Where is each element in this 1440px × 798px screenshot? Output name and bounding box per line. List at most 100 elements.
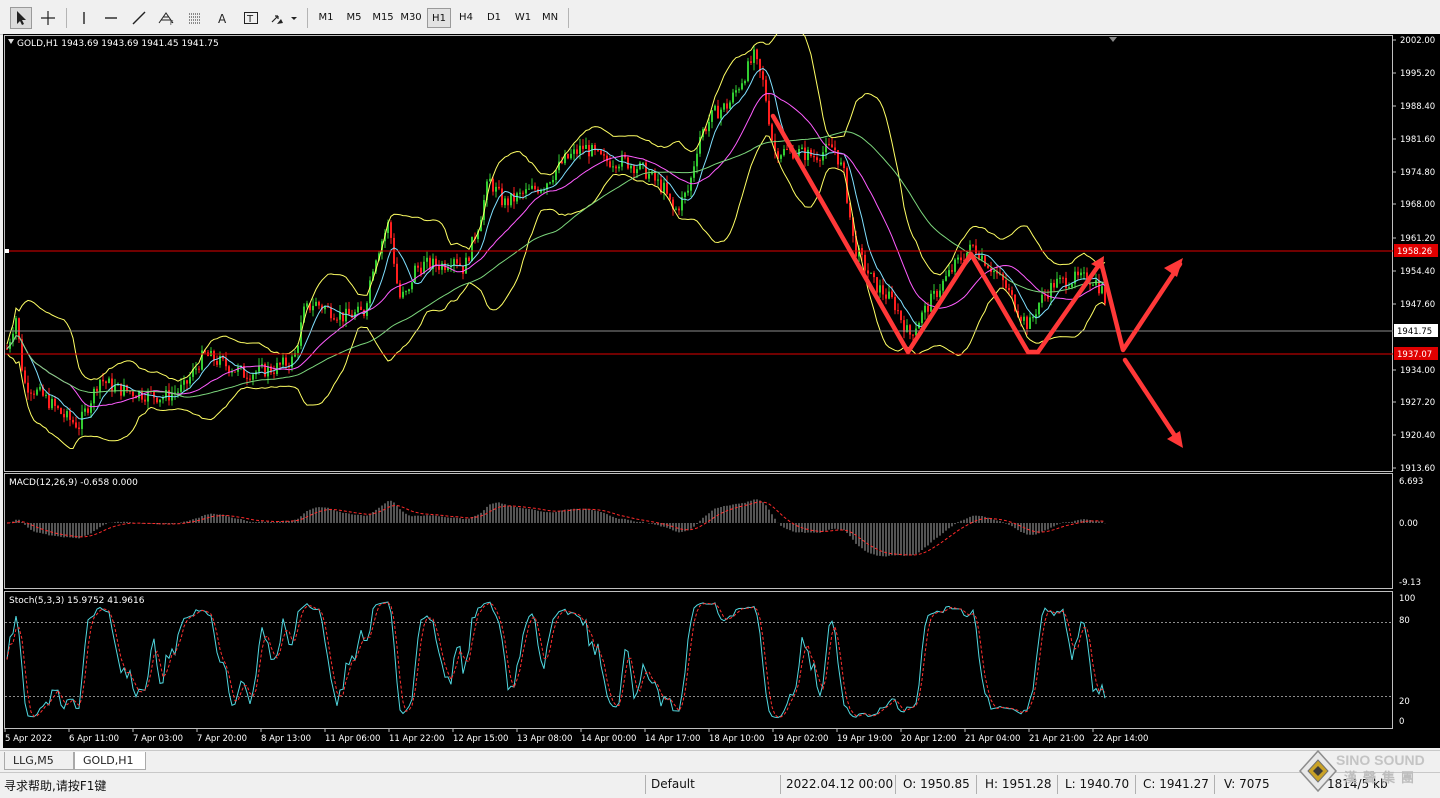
candle-body <box>645 162 647 179</box>
candle-body <box>492 178 494 192</box>
candle-body <box>216 360 218 365</box>
timeframe-m15[interactable]: M15 <box>372 12 394 23</box>
candle-body <box>888 291 890 299</box>
arrows-shapes-icon[interactable] <box>268 7 300 29</box>
candle-body <box>156 397 158 403</box>
status-separator <box>645 775 646 794</box>
candle-body <box>408 289 410 292</box>
candle-body <box>600 150 602 155</box>
candle-body <box>627 157 629 169</box>
candle-body <box>315 301 317 306</box>
candle-body <box>987 265 989 269</box>
svg-text:F: F <box>170 20 174 26</box>
candle-body <box>189 376 191 384</box>
fibonacci-icon[interactable]: F <box>156 7 178 29</box>
candle-body <box>828 143 830 145</box>
timeframe-h1[interactable]: H1 <box>427 8 451 28</box>
candle-body <box>603 154 605 156</box>
svg-text:A: A <box>218 12 227 26</box>
timeframe-w1[interactable]: W1 <box>514 12 532 23</box>
candle-body <box>816 157 818 161</box>
candle-body <box>570 153 572 159</box>
candle-body <box>813 156 815 158</box>
candle-body <box>804 147 806 161</box>
trendline-icon[interactable] <box>128 7 150 29</box>
cursor-icon[interactable] <box>10 7 32 29</box>
timeframe-m5[interactable]: M5 <box>346 12 362 23</box>
text-label-icon[interactable]: T <box>240 7 262 29</box>
channel-icon[interactable] <box>184 7 206 29</box>
candle-body <box>1020 316 1022 321</box>
candle-body <box>477 231 479 240</box>
candle-body <box>267 366 269 377</box>
candle-body <box>282 357 284 365</box>
vertical-line-icon[interactable] <box>74 7 94 29</box>
candle-body <box>1071 283 1073 288</box>
ma-mid-line <box>6 92 1105 408</box>
horizontal-line-icon[interactable] <box>100 7 122 29</box>
candle-body <box>534 185 536 190</box>
price-axis: 2002.00 1995.20 1988.40 1981.60 1974.80 1968.… <box>1393 36 1435 727</box>
candle-body <box>1086 272 1088 284</box>
candle-body <box>297 345 299 353</box>
collapse-triangle-icon[interactable] <box>8 39 14 44</box>
candle-body <box>558 161 560 171</box>
chart-toolbar: F A T M1 M5 M15 M30 H1 H4 D1 W1 MN <box>0 0 1440 35</box>
candle-body <box>549 182 551 184</box>
candle-body <box>414 265 416 283</box>
candle-body <box>510 193 512 206</box>
timeframe-mn[interactable]: MN <box>541 12 559 23</box>
timeframe-h4[interactable]: H4 <box>459 12 473 23</box>
candle-body <box>447 267 449 271</box>
candle-body <box>594 145 596 151</box>
main-panel-frame <box>4 35 1393 472</box>
candle-body <box>111 378 113 392</box>
macd-layer <box>6 499 1106 557</box>
ma-fast-line <box>6 67 1106 420</box>
candle-body <box>36 389 38 395</box>
candle-body <box>489 178 491 182</box>
candle-body <box>252 374 254 380</box>
candle-body <box>636 169 638 174</box>
candle-body <box>528 188 530 190</box>
tab-llg-m5[interactable]: LLG,M5 <box>4 752 74 770</box>
timeframe-d1[interactable]: D1 <box>486 12 502 23</box>
toolbar-separator <box>568 8 569 28</box>
hline-anchor-handle[interactable] <box>5 249 9 253</box>
candle-body <box>579 145 581 154</box>
price-axis-label: 1981.60 <box>1400 135 1435 145</box>
chart-canvas[interactable]: GOLD,H1 1943.69 1943.69 1941.45 1941.75 … <box>3 34 1440 748</box>
stoch-axis-label: 20 <box>1399 697 1410 707</box>
help-text: 寻求帮助,请按F1键 <box>4 779 107 793</box>
candle-body <box>975 245 977 254</box>
candle-body <box>1032 317 1034 319</box>
candle-body <box>639 162 641 170</box>
candle-body <box>354 312 356 318</box>
timeframe-m1[interactable]: M1 <box>318 12 334 23</box>
text-icon[interactable]: A <box>212 7 234 29</box>
candle-body <box>915 328 917 336</box>
toolbar-separator <box>307 8 308 28</box>
candle-body <box>84 408 86 412</box>
macd-panel-frame <box>4 473 1393 589</box>
candle-body <box>972 244 974 246</box>
candle-body <box>870 272 872 274</box>
time-axis-label: 22 Apr 14:00 <box>1093 734 1148 744</box>
crosshair-icon[interactable] <box>36 7 60 29</box>
stoch-axis-label: 0 <box>1399 717 1404 727</box>
tab-gold-h1[interactable]: GOLD,H1 <box>74 752 146 770</box>
timeframe-m30[interactable]: M30 <box>400 12 422 23</box>
candle-body <box>96 388 98 392</box>
candle-body <box>159 399 161 403</box>
candle-body <box>468 257 470 262</box>
candle-body <box>882 285 884 295</box>
candle-body <box>225 358 227 367</box>
chart-window[interactable]: GOLD,H1 1943.69 1943.69 1941.45 1941.75 … <box>3 34 1440 748</box>
logo-text-cn: 漢聲集團 <box>1344 770 1420 786</box>
candle-body <box>783 149 785 156</box>
candle-body <box>942 280 944 291</box>
candle-body <box>453 259 455 266</box>
candle-body <box>924 305 926 313</box>
candle-body <box>732 92 734 103</box>
candle-body <box>258 365 260 372</box>
